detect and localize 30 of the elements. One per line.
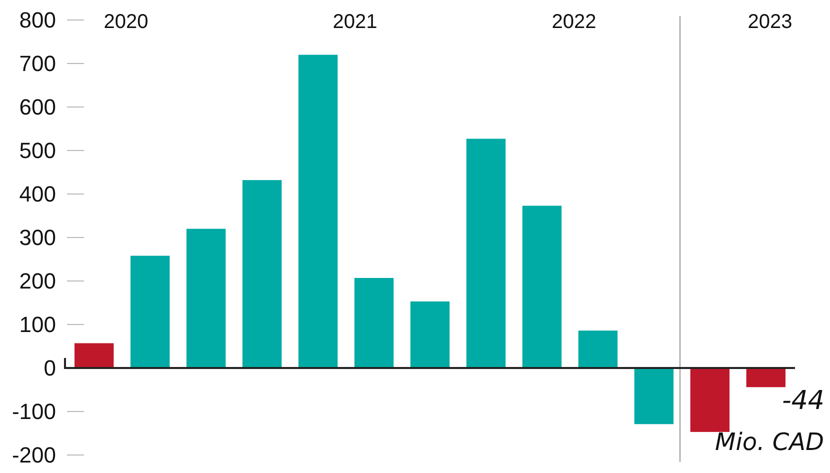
y-tick-label: 200: [19, 268, 56, 294]
bar: [186, 228, 226, 368]
bar: [522, 206, 562, 368]
bar: [466, 138, 506, 368]
annotation: 2022: [552, 11, 596, 33]
y-tick-label: 0: [44, 356, 56, 380]
bar: [242, 180, 282, 368]
y-tick-label: -100: [12, 399, 56, 424]
data-label: -44: [782, 386, 824, 416]
bar: [130, 256, 170, 368]
annotation: 2020: [104, 11, 148, 33]
y-tick-label: 400: [19, 182, 56, 206]
bar: [354, 278, 394, 368]
annotation: 2023: [748, 11, 792, 33]
bar: [74, 343, 114, 368]
bar: [746, 368, 786, 388]
y-tick-label: 700: [19, 51, 56, 76]
y-tick-label: 300: [19, 225, 56, 250]
y-tick-label: 800: [19, 8, 56, 32]
y-tick-label: -200: [12, 442, 56, 468]
bar: [410, 301, 450, 368]
bar: [578, 330, 618, 368]
annotation: Mio. CAD: [715, 428, 824, 456]
bar: [298, 54, 338, 368]
bar: [690, 368, 730, 432]
bar: [634, 368, 674, 424]
y-tick-label: 500: [19, 138, 56, 163]
y-tick-label: 600: [19, 94, 56, 120]
y-tick-label: 100: [19, 312, 56, 337]
annotation: 2021: [332, 11, 378, 33]
